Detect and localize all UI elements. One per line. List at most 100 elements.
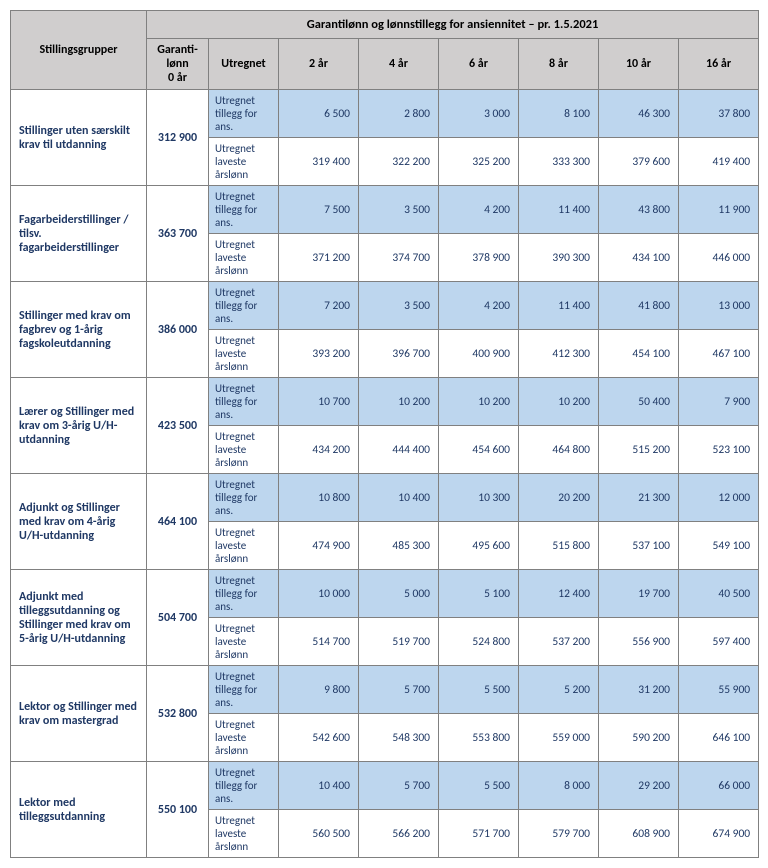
tillegg-value: 5 200	[519, 666, 599, 714]
tillegg-value: 55 900	[679, 666, 759, 714]
laveste-value: 559 000	[519, 714, 599, 762]
tillegg-value: 29 200	[599, 762, 679, 810]
laveste-value: 454 600	[439, 426, 519, 474]
garanti-value: 550 100	[147, 762, 209, 858]
laveste-label: Utregnet laveste årslønn	[209, 714, 279, 762]
header-year-6: 6 år	[439, 39, 519, 90]
laveste-value: 524 800	[439, 618, 519, 666]
tillegg-value: 7 200	[279, 282, 359, 330]
garanti-value: 363 700	[147, 186, 209, 282]
tillegg-value: 3 500	[359, 282, 439, 330]
header-utregnet: Utregnet	[209, 39, 279, 90]
group-name: Fagarbeiderstillinger / tilsv. fagarbeid…	[11, 186, 147, 282]
laveste-value: 523 100	[679, 426, 759, 474]
group-name: Lektor og Stillinger med krav om masterg…	[11, 666, 147, 762]
laveste-value: 549 100	[679, 522, 759, 570]
group-name: Lektor med tilleggsutdanning	[11, 762, 147, 858]
tillegg-value: 5 700	[359, 666, 439, 714]
laveste-value: 537 100	[599, 522, 679, 570]
tillegg-value: 8 000	[519, 762, 599, 810]
laveste-value: 590 200	[599, 714, 679, 762]
tillegg-value: 12 400	[519, 570, 599, 618]
laveste-value: 485 300	[359, 522, 439, 570]
header-stillingsgrupper: Stillingsgrupper	[11, 11, 147, 90]
tillegg-value: 11 400	[519, 282, 599, 330]
laveste-value: 514 700	[279, 618, 359, 666]
tillegg-value: 10 300	[439, 474, 519, 522]
tillegg-value: 10 200	[439, 378, 519, 426]
tillegg-value: 13 000	[679, 282, 759, 330]
laveste-value: 333 300	[519, 138, 599, 186]
laveste-value: 467 100	[679, 330, 759, 378]
header-garanti: Garanti- lønn 0 år	[147, 39, 209, 90]
laveste-value: 390 300	[519, 234, 599, 282]
tillegg-value: 37 800	[679, 90, 759, 138]
tillegg-value: 2 800	[359, 90, 439, 138]
tillegg-value: 21 300	[599, 474, 679, 522]
laveste-value: 434 100	[599, 234, 679, 282]
tillegg-value: 41 800	[599, 282, 679, 330]
tillegg-label: Utregnet tillegg for ans.	[209, 282, 279, 330]
tillegg-label: Utregnet tillegg for ans.	[209, 570, 279, 618]
laveste-value: 379 600	[599, 138, 679, 186]
tillegg-label: Utregnet tillegg for ans.	[209, 666, 279, 714]
laveste-value: 674 900	[679, 810, 759, 858]
tillegg-value: 31 200	[599, 666, 679, 714]
laveste-value: 553 800	[439, 714, 519, 762]
laveste-label: Utregnet laveste årslønn	[209, 330, 279, 378]
tillegg-value: 10 800	[279, 474, 359, 522]
laveste-value: 412 300	[519, 330, 599, 378]
tillegg-label: Utregnet tillegg for ans.	[209, 474, 279, 522]
group-name: Stillinger uten særskilt krav til utdann…	[11, 90, 147, 186]
header-year-8: 8 år	[519, 39, 599, 90]
laveste-value: 646 100	[679, 714, 759, 762]
tillegg-label: Utregnet tillegg for ans.	[209, 90, 279, 138]
tillegg-value: 20 200	[519, 474, 599, 522]
tillegg-value: 5 000	[359, 570, 439, 618]
laveste-value: 400 900	[439, 330, 519, 378]
salary-table: Stillingsgrupper Garantilønn og lønnstil…	[10, 10, 759, 858]
tillegg-value: 7 500	[279, 186, 359, 234]
garanti-value: 464 100	[147, 474, 209, 570]
tillegg-value: 5 700	[359, 762, 439, 810]
tillegg-value: 40 500	[679, 570, 759, 618]
laveste-value: 446 000	[679, 234, 759, 282]
laveste-value: 474 900	[279, 522, 359, 570]
tillegg-value: 3 500	[359, 186, 439, 234]
tillegg-value: 7 900	[679, 378, 759, 426]
laveste-value: 579 700	[519, 810, 599, 858]
garanti-value: 504 700	[147, 570, 209, 666]
tillegg-value: 50 400	[599, 378, 679, 426]
laveste-value: 434 200	[279, 426, 359, 474]
tillegg-value: 43 800	[599, 186, 679, 234]
group-name: Lærer og Stillinger med krav om 3-årig U…	[11, 378, 147, 474]
header-year-16: 16 år	[679, 39, 759, 90]
tillegg-value: 4 200	[439, 282, 519, 330]
laveste-value: 542 600	[279, 714, 359, 762]
laveste-value: 560 500	[279, 810, 359, 858]
header-year-4: 4 år	[359, 39, 439, 90]
laveste-label: Utregnet laveste årslønn	[209, 234, 279, 282]
garanti-value: 312 900	[147, 90, 209, 186]
laveste-label: Utregnet laveste årslønn	[209, 426, 279, 474]
laveste-value: 571 700	[439, 810, 519, 858]
tillegg-value: 9 800	[279, 666, 359, 714]
tillegg-value: 5 100	[439, 570, 519, 618]
tillegg-value: 10 400	[279, 762, 359, 810]
tillegg-value: 66 000	[679, 762, 759, 810]
tillegg-value: 4 200	[439, 186, 519, 234]
tillegg-value: 12 000	[679, 474, 759, 522]
tillegg-value: 3 000	[439, 90, 519, 138]
laveste-value: 515 200	[599, 426, 679, 474]
laveste-value: 454 100	[599, 330, 679, 378]
tillegg-label: Utregnet tillegg for ans.	[209, 186, 279, 234]
tillegg-value: 10 700	[279, 378, 359, 426]
tillegg-value: 10 200	[519, 378, 599, 426]
group-name: Adjunkt og Stillinger med krav om 4-årig…	[11, 474, 147, 570]
tillegg-value: 5 500	[439, 762, 519, 810]
laveste-label: Utregnet laveste årslønn	[209, 138, 279, 186]
laveste-value: 325 200	[439, 138, 519, 186]
laveste-value: 515 800	[519, 522, 599, 570]
laveste-value: 537 200	[519, 618, 599, 666]
laveste-value: 319 400	[279, 138, 359, 186]
